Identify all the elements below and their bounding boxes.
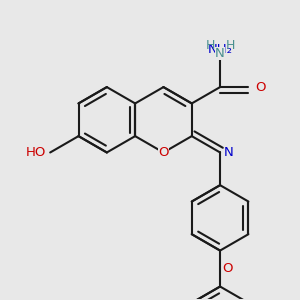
Text: NH₂: NH₂ [208, 43, 233, 56]
Text: H: H [206, 39, 215, 52]
Text: O: O [158, 146, 169, 159]
Text: N: N [224, 146, 234, 159]
Text: N: N [215, 47, 225, 60]
Text: O: O [255, 81, 265, 94]
Text: O: O [222, 262, 232, 275]
Text: HO: HO [26, 146, 46, 159]
Text: H: H [225, 39, 235, 52]
